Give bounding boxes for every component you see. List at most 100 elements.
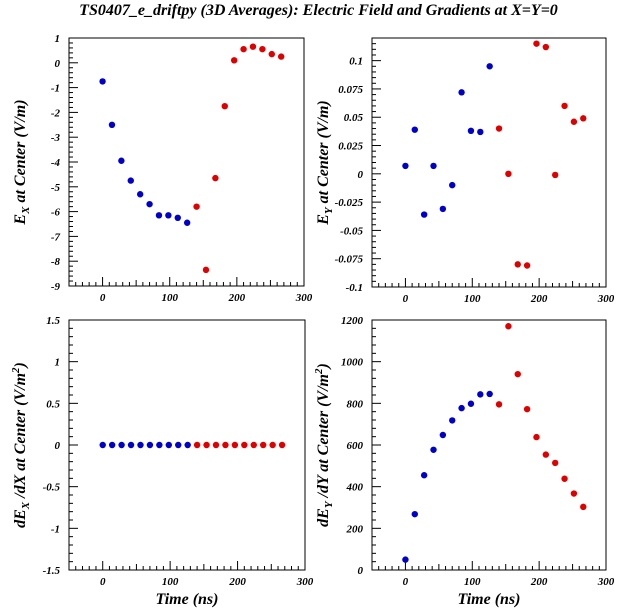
data-point-blue — [467, 400, 475, 407]
data-point-red — [580, 115, 587, 122]
y-tick-label: -6 — [51, 207, 61, 219]
data-point-red — [212, 174, 219, 182]
data-point-blue — [165, 441, 172, 449]
data-point-blue — [183, 219, 191, 226]
data-point-blue — [165, 212, 172, 219]
data-point-blue — [108, 121, 116, 128]
data-point-red — [240, 45, 247, 53]
data-point-blue — [477, 128, 484, 136]
data-point-blue — [467, 127, 475, 135]
x-axis-label: Time (ns) — [458, 591, 521, 608]
y-axis-label: dEY /dY at Center (V/m2) — [313, 363, 335, 527]
y-tick-label: 1 — [55, 33, 61, 45]
y-tick-label: 200 — [346, 523, 364, 535]
y-tick-label: 800 — [347, 398, 364, 410]
data-point-red — [542, 43, 550, 51]
data-point-red — [523, 405, 531, 413]
data-point-blue — [137, 441, 144, 449]
data-point-red — [202, 266, 210, 274]
x-tick-label: 0 — [403, 576, 409, 588]
y-tick-label: -3 — [51, 132, 61, 144]
x-tick-label: 0 — [403, 293, 409, 305]
data-point-red — [514, 261, 521, 268]
data-point-red — [268, 50, 275, 58]
data-point-blue — [108, 441, 116, 449]
data-point-blue — [449, 181, 456, 189]
x-tick-label: 0 — [100, 576, 106, 588]
data-point-red — [570, 118, 578, 125]
y-axis-label: EX at Center (V/m) — [12, 99, 32, 225]
y-tick-label: -1 — [51, 83, 60, 95]
plot-frame — [371, 319, 607, 571]
data-point-red — [212, 441, 220, 449]
y-tick-label: 400 — [346, 482, 364, 494]
x-tick-label: 200 — [228, 292, 246, 304]
data-point-red — [221, 103, 228, 110]
x-tick-label: 100 — [161, 292, 178, 304]
data-point-red — [278, 441, 286, 449]
data-point-red — [523, 262, 531, 269]
x-tick-label: 300 — [597, 293, 615, 305]
data-point-blue — [175, 441, 182, 449]
y-tick-label: -4 — [51, 157, 61, 169]
data-point-blue — [420, 211, 428, 218]
x-tick-label: 200 — [530, 293, 548, 305]
data-point-blue — [146, 441, 154, 449]
y-tick-label: -0.025 — [335, 197, 364, 209]
data-point-red — [561, 475, 568, 482]
x-tick-label: 200 — [228, 576, 246, 588]
x-tick-label: 100 — [464, 576, 481, 588]
data-point-blue — [155, 212, 163, 219]
data-point-red — [230, 57, 238, 64]
data-point-red — [580, 503, 587, 511]
x-tick-label: 100 — [162, 576, 179, 588]
data-point-blue — [420, 472, 428, 479]
x-tick-label: 0 — [100, 292, 106, 304]
data-point-red — [495, 401, 503, 408]
data-point-red — [505, 323, 512, 330]
y-tick-label: 0.05 — [344, 112, 364, 124]
y-tick-label: 1.5 — [46, 315, 60, 327]
y-tick-label: -2 — [51, 107, 61, 119]
data-point-red — [551, 171, 559, 179]
y-tick-label: 0 — [55, 58, 61, 70]
data-point-blue — [486, 390, 493, 398]
x-tick-label: 300 — [296, 576, 314, 588]
data-point-blue — [430, 162, 437, 170]
panel-deydy: 0 100 200 300 1200 1000 800 600 400 200 0 dEY /dY a… — [313, 315, 615, 608]
data-point-blue — [174, 214, 181, 221]
data-point-blue — [184, 441, 191, 449]
y-tick-label: 0 — [358, 565, 364, 577]
data-point-blue — [411, 126, 418, 133]
panel-ey: 0 100 200 300 0.1 0.075 0.05 0.025 0 -0.025 -0.05 -… — [315, 37, 615, 305]
data-point-blue — [99, 441, 106, 449]
y-tick-label: 1200 — [341, 315, 364, 327]
data-point-blue — [156, 441, 163, 449]
data-point-red — [259, 45, 266, 53]
data-point-red — [241, 441, 248, 449]
data-point-blue — [449, 417, 456, 424]
data-point-blue — [411, 510, 418, 518]
y-tick-label: 600 — [347, 440, 364, 452]
data-point-red — [561, 102, 568, 110]
data-point-red — [277, 53, 285, 60]
data-point-red — [193, 441, 201, 449]
data-point-red — [533, 433, 540, 441]
data-point-red — [533, 40, 540, 47]
data-point-blue — [402, 162, 409, 170]
data-point-red — [269, 441, 276, 449]
x-axis-label: Time (ns) — [156, 591, 219, 608]
data-point-red — [250, 441, 257, 449]
y-tick-label: -9 — [51, 281, 61, 293]
y-axis-label: dEX /dX at Center (V/m2) — [10, 362, 32, 528]
data-point-blue — [458, 89, 465, 96]
data-point-blue — [127, 177, 134, 184]
figure-title: TS0407_e_driftpy (3D Averages): Electric… — [79, 2, 558, 19]
panel-dexdx: 0 100 200 300 1.5 1 0.5 0 -0.5 -1 -1.5 dEX /dX at C… — [10, 315, 314, 608]
data-point-red — [542, 451, 550, 458]
data-point-red — [203, 441, 210, 449]
data-point-red — [222, 441, 229, 449]
data-point-blue — [430, 446, 437, 453]
data-point-blue — [439, 431, 447, 439]
data-point-blue — [477, 391, 484, 398]
